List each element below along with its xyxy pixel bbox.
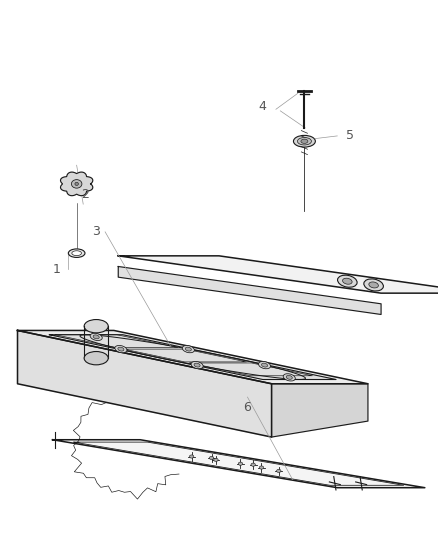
- Ellipse shape: [338, 275, 357, 287]
- Ellipse shape: [93, 335, 99, 339]
- Ellipse shape: [259, 466, 264, 469]
- Ellipse shape: [214, 458, 218, 462]
- Ellipse shape: [75, 182, 78, 185]
- Polygon shape: [18, 330, 368, 384]
- Ellipse shape: [68, 249, 85, 257]
- Ellipse shape: [286, 375, 292, 379]
- Ellipse shape: [189, 455, 194, 458]
- Polygon shape: [49, 335, 336, 379]
- Ellipse shape: [293, 135, 315, 147]
- Ellipse shape: [90, 333, 102, 341]
- Text: 3: 3: [92, 225, 100, 238]
- Ellipse shape: [84, 352, 108, 365]
- Text: 5: 5: [346, 130, 354, 142]
- Ellipse shape: [71, 180, 82, 188]
- Text: 2: 2: [81, 188, 89, 201]
- Polygon shape: [272, 384, 368, 437]
- Text: 4: 4: [259, 100, 267, 113]
- Ellipse shape: [238, 462, 243, 465]
- Polygon shape: [118, 256, 438, 293]
- Ellipse shape: [283, 374, 295, 381]
- Ellipse shape: [191, 361, 203, 369]
- Text: 1: 1: [53, 263, 61, 276]
- Text: 6: 6: [244, 401, 251, 414]
- Ellipse shape: [209, 456, 214, 459]
- Ellipse shape: [84, 320, 108, 333]
- Polygon shape: [18, 330, 272, 437]
- Ellipse shape: [194, 363, 200, 367]
- Ellipse shape: [297, 138, 311, 145]
- Ellipse shape: [115, 345, 127, 353]
- Ellipse shape: [261, 363, 268, 367]
- Ellipse shape: [301, 139, 308, 143]
- Polygon shape: [53, 440, 425, 488]
- Ellipse shape: [258, 361, 271, 369]
- Ellipse shape: [364, 279, 383, 291]
- Ellipse shape: [182, 345, 194, 353]
- Ellipse shape: [277, 470, 281, 472]
- Ellipse shape: [185, 347, 191, 351]
- Ellipse shape: [343, 278, 352, 284]
- Ellipse shape: [369, 282, 378, 288]
- Ellipse shape: [251, 463, 255, 466]
- Ellipse shape: [118, 347, 124, 351]
- Ellipse shape: [72, 251, 81, 256]
- Polygon shape: [60, 172, 93, 196]
- Polygon shape: [118, 266, 381, 314]
